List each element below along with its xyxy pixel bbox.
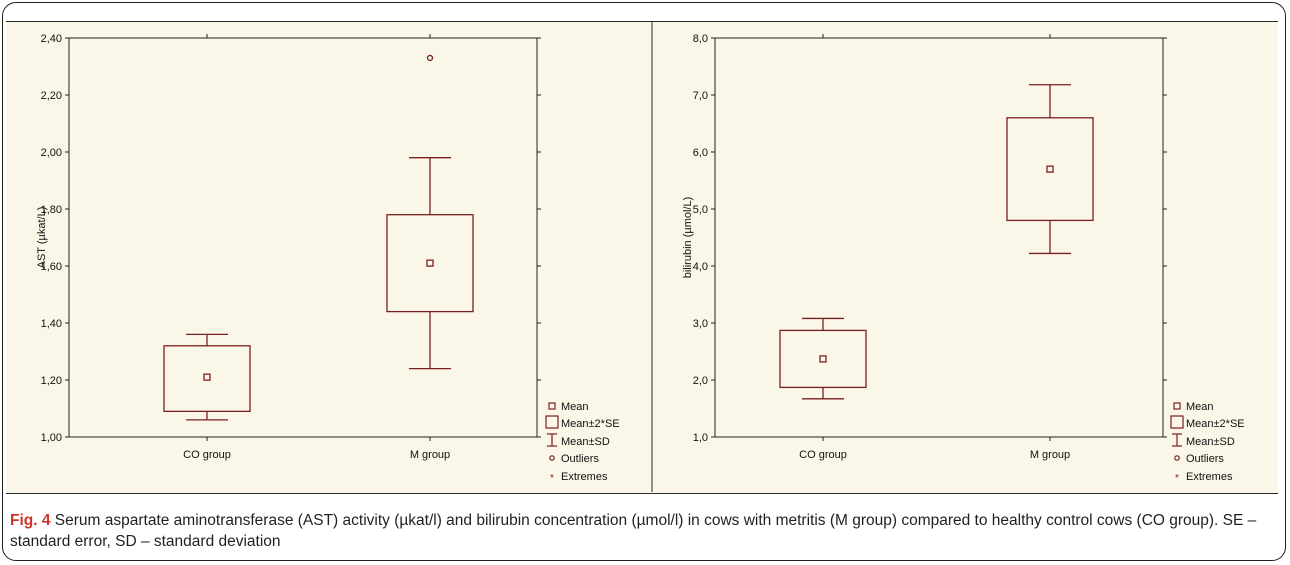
y-tick-label: 7,0 (693, 90, 708, 102)
y-axis-label: bilirubin (µmol/L) (682, 197, 694, 279)
plot-frame (714, 37, 1164, 438)
legend-extreme-symbol: * (550, 473, 554, 484)
caption-label: Fig. 4 (10, 512, 51, 529)
y-tick-label: 1,0 (693, 432, 708, 444)
legend-mean-label: Mean (1186, 401, 1214, 413)
legend-outlier-label: Outliers (1186, 453, 1224, 465)
legend-extreme-symbol: * (1175, 473, 1179, 484)
legend-se-symbol (1170, 415, 1184, 429)
x-tick-label: M group (410, 449, 450, 461)
legend-mean-label: Mean (561, 401, 589, 413)
legend-sd-label: Mean±SD (561, 436, 610, 448)
figure-caption: Fig. 4 Serum aspartate aminotransferase … (10, 510, 1260, 552)
y-tick-label: 1,40 (41, 318, 62, 330)
y-tick-label: 6,0 (693, 147, 708, 159)
caption-text: Serum aspartate aminotransferase (AST) a… (10, 512, 1257, 550)
y-tick-label: 8,0 (693, 33, 708, 45)
mean-marker (1046, 165, 1054, 173)
y-tick-label: 1,00 (41, 432, 62, 444)
legend-outlier-label: Outliers (561, 453, 599, 465)
legend-se-symbol (545, 415, 559, 429)
legend-se-label: Mean±2*SE (561, 418, 620, 430)
legend-mean-symbol (1173, 402, 1181, 410)
plot-frame (68, 37, 538, 438)
x-tick-label: M group (1030, 449, 1070, 461)
chart-ast: 1,00 1,20 1,40 1,60 1,80 2,00 2,20 2,40 AST (µka… (36, 33, 620, 484)
x-tick-label: CO group (183, 449, 231, 461)
y-tick-label: 2,20 (41, 90, 62, 102)
y-tick-label: 2,0 (693, 375, 708, 387)
y-tick-label: 2,40 (41, 33, 62, 45)
y-tick-label: 2,00 (41, 147, 62, 159)
y-tick-label: 3,0 (693, 318, 708, 330)
x-tick-label: CO group (799, 449, 847, 461)
mean-marker (819, 355, 827, 363)
mean-marker (426, 259, 434, 267)
se-box (1006, 117, 1094, 222)
legend-outlier-symbol (549, 455, 555, 461)
mean-marker (203, 373, 211, 381)
legend-mean-symbol (548, 402, 556, 410)
y-tick-label: 1,80 (41, 204, 62, 216)
y-tick-label: 1,60 (41, 261, 62, 273)
chart-bilirubin: 1,0 2,0 3,0 4,0 5,0 6,0 7,0 8,0 bilirubin (µmol/… (682, 33, 1245, 484)
figure-area (6, 21, 1278, 494)
y-axis-label: AST (µkat/L) (36, 207, 48, 269)
se-box (386, 214, 474, 313)
se-box (779, 329, 867, 389)
legend-extreme-label: Extremes (1186, 471, 1233, 483)
y-tick-label: 5,0 (693, 204, 708, 216)
outlier-point (426, 54, 434, 62)
legend-sd-label: Mean±SD (1186, 436, 1235, 448)
legend-extreme-label: Extremes (561, 471, 608, 483)
legend-se-label: Mean±2*SE (1186, 418, 1245, 430)
legend-outlier-symbol (1174, 455, 1180, 461)
y-tick-label: 1,20 (41, 375, 62, 387)
y-tick-label: 4,0 (693, 261, 708, 273)
se-box (163, 345, 251, 412)
